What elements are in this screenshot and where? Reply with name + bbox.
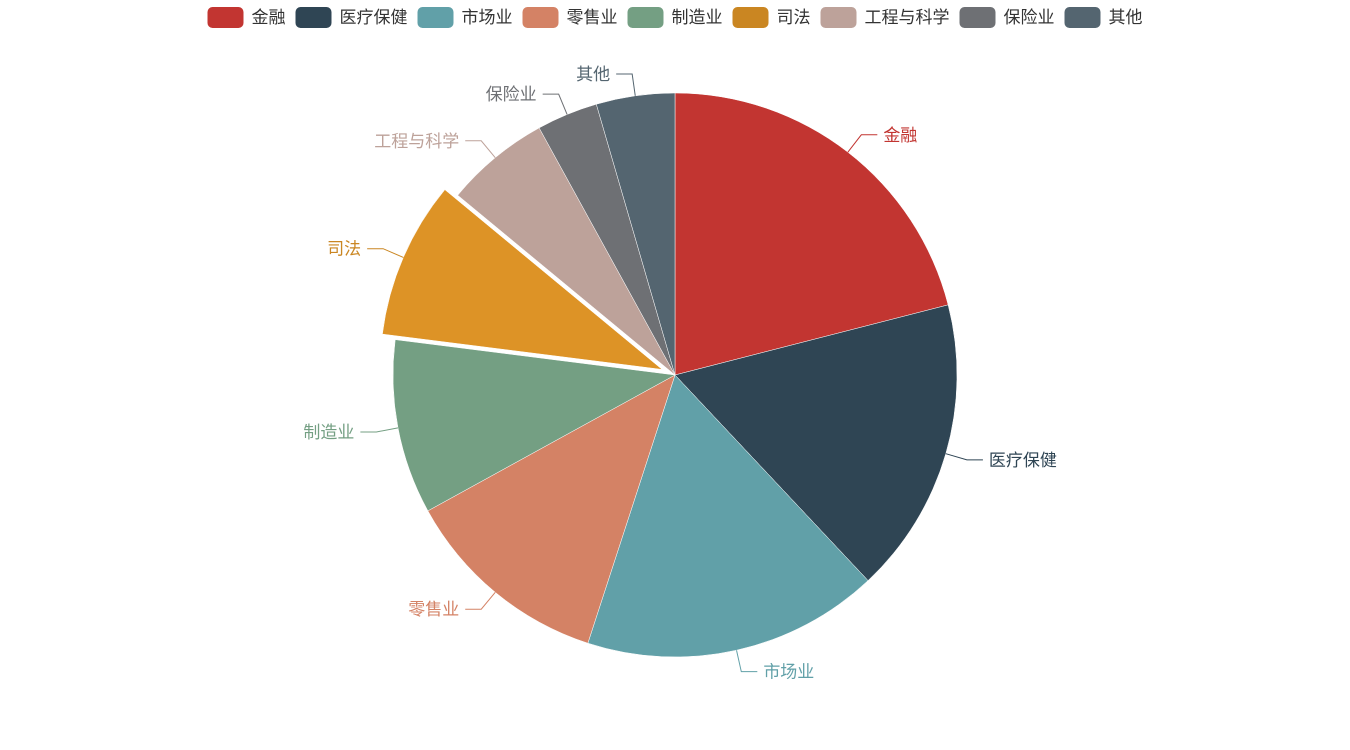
slice-label: 工程与科学 (374, 132, 459, 152)
slice-label: 司法 (327, 240, 361, 260)
legend-item[interactable]: 零售业 (522, 7, 618, 28)
slice-label: 金融 (883, 126, 917, 146)
legend-label: 金融 (252, 8, 286, 28)
chart-legend: 金融 医疗保健 市场业 零售业 制造业 司法 工程与科学 保险业 其他 (207, 7, 1143, 28)
legend-swatch (959, 7, 996, 28)
legend-label: 医疗保健 (340, 8, 408, 28)
label-leader-line (367, 248, 404, 258)
pie-slice[interactable] (587, 374, 869, 658)
pie-slices (382, 92, 958, 658)
label-leader-line (542, 93, 568, 115)
legend-label: 司法 (777, 8, 811, 28)
slice-label: 其他 (576, 65, 610, 85)
legend-swatch (820, 7, 857, 28)
legend-label: 其他 (1109, 8, 1143, 28)
legend-item[interactable]: 保险业 (959, 7, 1055, 28)
legend-swatch (295, 7, 332, 28)
legend-swatch (417, 7, 454, 28)
slice-label: 市场业 (763, 663, 814, 683)
legend-item[interactable]: 工程与科学 (820, 7, 950, 28)
pie-slice[interactable] (392, 339, 676, 512)
slice-label: 制造业 (303, 423, 354, 443)
legend-item[interactable]: 司法 (732, 7, 811, 28)
label-leader-line (465, 140, 496, 159)
pie-slice[interactable] (427, 374, 676, 644)
legend-label: 市场业 (462, 8, 513, 28)
slice-label: 保险业 (486, 85, 537, 105)
legend-swatch (1064, 7, 1101, 28)
legend-item[interactable]: 制造业 (627, 7, 723, 28)
slice-label: 零售业 (408, 600, 459, 620)
legend-swatch (522, 7, 559, 28)
legend-item[interactable]: 医疗保健 (295, 7, 408, 28)
legend-label: 制造业 (672, 8, 723, 28)
legend-swatch (627, 7, 664, 28)
label-leader-line (465, 591, 496, 610)
legend-swatch (207, 7, 244, 28)
legend-label: 工程与科学 (865, 8, 950, 28)
legend-label: 零售业 (567, 8, 618, 28)
pie-slice[interactable] (674, 304, 958, 581)
label-leader-line (360, 427, 399, 433)
legend-item[interactable]: 金融 (207, 7, 286, 28)
slice-label: 医疗保健 (989, 451, 1057, 471)
legend-item[interactable]: 市场业 (417, 7, 513, 28)
label-leader-line (847, 134, 878, 153)
label-leader-line (945, 453, 983, 461)
label-leader-line (736, 650, 758, 673)
label-leader-line (616, 73, 636, 96)
legend-swatch (732, 7, 769, 28)
legend-item[interactable]: 其他 (1064, 7, 1143, 28)
legend-label: 保险业 (1004, 8, 1055, 28)
pie-slice[interactable] (674, 92, 949, 376)
